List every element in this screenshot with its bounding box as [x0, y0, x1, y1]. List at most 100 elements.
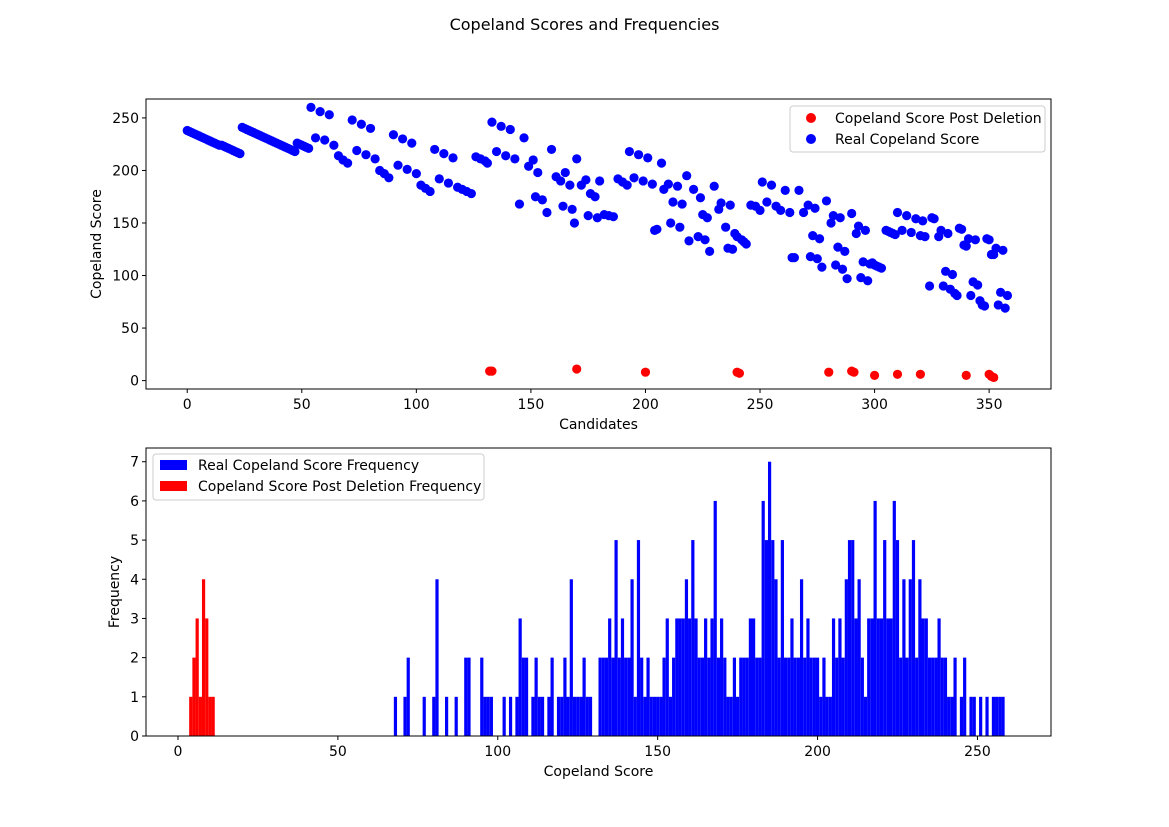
x-tick-label: 300: [861, 397, 888, 413]
real-score-point: [514, 199, 525, 209]
real-frequency-bar: [972, 696, 976, 736]
real-frequency-bar: [908, 579, 912, 736]
real-score-point: [1002, 290, 1013, 301]
real-frequency-bar: [847, 540, 852, 736]
real-score-point: [817, 262, 827, 272]
real-frequency-bar: [879, 618, 884, 736]
real-score-point: [943, 228, 953, 239]
real-score-point: [924, 281, 935, 291]
real-score-point: [656, 158, 667, 168]
real-frequency-bar: [486, 696, 490, 736]
real-score-point: [633, 150, 644, 160]
scatter-x-ticks: 0 50 100 150 200 250 300 350: [183, 389, 1003, 413]
y-tick-label: 200: [112, 163, 139, 179]
real-score-point: [892, 207, 903, 218]
real-frequency-bar: [668, 696, 673, 736]
real-score-point: [622, 180, 632, 190]
real-frequency-bar: [467, 657, 471, 736]
real-frequency-bar: [799, 579, 804, 736]
real-frequency-bar: [889, 618, 893, 736]
histogram-plot-frame: [145, 447, 1052, 737]
real-score-point: [528, 155, 538, 165]
real-score-point: [831, 260, 841, 270]
post-deletion-point: [915, 369, 926, 379]
y-tick-label: 4: [130, 572, 139, 588]
scatter-plot-frame: [145, 98, 1052, 390]
legend-marker-post-deletion: [806, 113, 816, 123]
real-score-point: [725, 200, 735, 210]
real-score-point: [388, 130, 399, 140]
real-frequency-bar: [911, 540, 916, 736]
real-score-point: [695, 193, 706, 203]
real-frequency-bar: [560, 696, 564, 736]
real-frequency-bar: [675, 618, 679, 736]
real-score-point: [235, 149, 245, 159]
real-score-point: [556, 176, 566, 186]
real-score-point: [789, 253, 799, 263]
x-tick-label: 250: [747, 397, 774, 413]
real-score-point: [684, 236, 694, 246]
post-deletion-point: [892, 369, 903, 379]
x-tick-label: 50: [329, 744, 347, 760]
real-score-point: [398, 134, 408, 144]
real-frequency-bar: [921, 618, 925, 736]
real-frequency-bar: [646, 657, 650, 736]
real-score-point: [583, 211, 593, 221]
real-frequency-bar: [998, 696, 1002, 736]
real-score-point: [558, 201, 568, 211]
scatter-points: [182, 102, 1013, 383]
real-score-point: [592, 213, 602, 223]
real-frequency-bar: [556, 696, 561, 736]
real-frequency-bar: [876, 618, 880, 736]
real-score-point: [966, 290, 976, 301]
real-score-point: [643, 153, 653, 163]
real-score-point: [501, 151, 511, 161]
real-frequency-bar: [636, 540, 641, 736]
real-frequency-bar: [950, 696, 954, 736]
real-frequency-bar: [726, 696, 730, 736]
x-tick-label: 100: [484, 744, 511, 760]
real-frequency-bar: [959, 696, 964, 736]
real-score-point: [530, 192, 541, 202]
real-frequency-bar: [953, 657, 957, 736]
real-frequency-bar: [489, 696, 493, 736]
x-tick-label: 200: [632, 397, 659, 413]
real-score-point: [347, 115, 357, 125]
real-frequency-bar: [931, 657, 935, 736]
real-frequency-bar: [524, 657, 529, 736]
real-score-point: [794, 185, 804, 196]
real-score-point: [542, 207, 552, 218]
real-score-point: [361, 150, 371, 160]
real-score-point: [803, 200, 813, 210]
real-score-point: [407, 138, 417, 148]
legend-label-post-frequency: Copeland Score Post Deletion Frequency: [198, 479, 481, 495]
histogram-legend-box: [152, 453, 485, 501]
real-score-point: [565, 180, 575, 190]
real-frequency-bar: [659, 696, 663, 736]
real-score-point: [677, 199, 687, 209]
real-score-point: [918, 216, 928, 226]
real-score-point: [906, 227, 916, 238]
real-frequency-bar: [969, 696, 973, 736]
real-frequency-bar: [432, 696, 436, 736]
real-frequency-bar: [838, 618, 842, 736]
post-deletion-frequency-bar: [205, 618, 209, 736]
real-frequency-bar: [624, 657, 628, 736]
real-score-point: [721, 222, 731, 232]
real-frequency-bar: [627, 657, 631, 736]
post-deletion-point: [961, 370, 971, 380]
post-deletion-frequency-bar: [211, 696, 215, 736]
real-score-point: [482, 158, 492, 168]
y-tick-label: 250: [112, 111, 139, 127]
real-frequency-bar: [828, 696, 832, 736]
real-frequency-bar: [943, 657, 948, 736]
real-score-point: [370, 154, 380, 164]
real-score-point: [524, 161, 534, 171]
legend-label-real-score: Real Copeland Score: [835, 132, 979, 148]
real-score-point: [365, 123, 376, 134]
real-frequency-bar: [995, 696, 999, 736]
real-score-point: [826, 218, 836, 228]
real-score-point: [434, 174, 444, 184]
real-score-point: [487, 117, 497, 127]
